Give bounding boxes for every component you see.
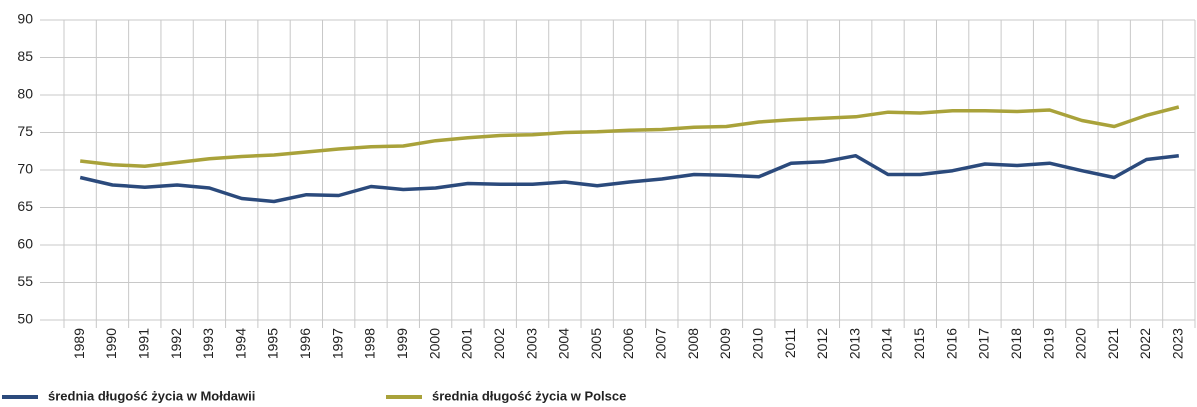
y-tick-label: 65 [17,198,33,214]
x-tick-label: 1993 [200,328,216,359]
x-tick-label: 2023 [1170,328,1186,359]
x-tick-label: 2006 [620,328,636,359]
x-tick-label: 2010 [749,328,765,359]
x-tick-label: 1991 [135,328,151,359]
x-tick-label: 2019 [1040,328,1056,359]
x-tick-label: 1992 [168,328,184,359]
y-tick-label: 60 [17,236,33,252]
x-tick-label: 2008 [685,328,701,359]
x-tick-label: 2011 [782,328,798,358]
x-tick-label: 1990 [103,328,119,359]
x-tick-label: 2018 [1008,328,1024,359]
legend-label: średnia długość życia w Mołdawii [48,388,255,403]
y-tick-label: 50 [17,311,33,327]
x-tick-label: 2017 [976,328,992,359]
x-tick-label: 1996 [297,328,313,359]
y-tick-label: 55 [17,273,33,289]
line-series [79,153,1180,204]
x-tick-label: 2014 [879,328,895,359]
x-tick-label: 2003 [523,328,539,359]
x-tick-label: 1998 [362,328,378,359]
y-tick-label: 80 [17,86,33,102]
x-tick-label: 2001 [459,328,475,359]
y-tick-label: 85 [17,48,33,64]
y-tick-label: 70 [17,161,33,177]
x-tick-label: 2009 [717,328,733,359]
x-tick-label: 2007 [653,328,669,359]
x-tick-label: 2002 [491,328,507,359]
x-tick-label: 2005 [588,328,604,359]
x-tick-label: 2004 [556,328,572,359]
x-tick-label: 2016 [943,328,959,359]
x-tick-label: 2013 [846,328,862,359]
x-tick-label: 2020 [1073,328,1089,359]
x-tick-label: 2021 [1105,328,1121,359]
legend-label: średnia długość życia w Polsce [432,388,626,403]
x-tick-label: 1989 [71,328,87,359]
x-tick-label: 1994 [232,328,248,359]
y-tick-label: 90 [17,11,33,27]
x-tick-label: 1997 [329,328,345,359]
x-tick-label: 2012 [814,328,830,359]
line-series [80,105,1180,169]
x-tick-label: 1999 [394,328,410,359]
x-tick-label: 2000 [426,328,442,359]
y-tick-label: 75 [17,123,33,139]
x-tick-label: 2022 [1137,328,1153,359]
x-tick-label: 1995 [265,328,281,359]
x-tick-label: 2015 [911,328,927,359]
